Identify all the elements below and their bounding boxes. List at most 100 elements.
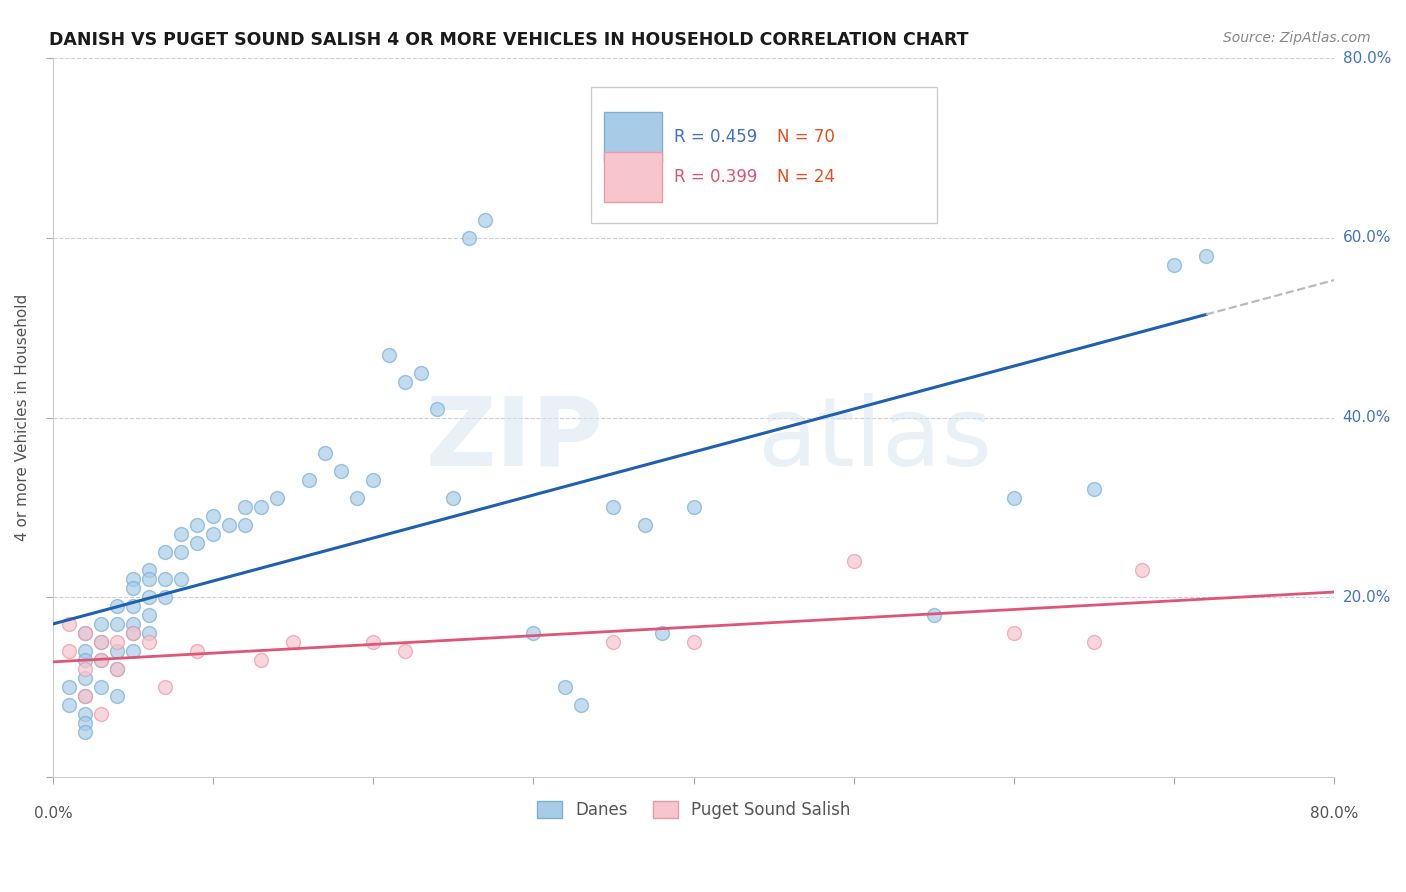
Point (90, 706, 112, 721)
Text: 60.0%: 60.0% (1343, 230, 1391, 245)
Point (105, 662, 128, 676)
Point (922, 608, 945, 623)
Point (105, 644, 128, 658)
Point (58, 617, 80, 632)
Text: Source: ZipAtlas.com: Source: ZipAtlas.com (1223, 31, 1371, 45)
Point (73, 671, 96, 685)
Point (346, 491, 368, 506)
Point (73, 662, 96, 676)
Text: DANISH VS PUGET SOUND SALISH 4 OR MORE VEHICLES IN HOUSEHOLD CORRELATION CHART: DANISH VS PUGET SOUND SALISH 4 OR MORE V… (49, 31, 969, 49)
Point (153, 545, 176, 559)
Point (1083, 635, 1105, 649)
Text: 40.0%: 40.0% (1343, 410, 1391, 425)
Point (250, 500, 273, 515)
Point (138, 608, 160, 623)
Point (266, 491, 288, 506)
Point (186, 644, 208, 658)
Point (90, 653, 112, 667)
Point (90, 653, 112, 667)
Point (138, 591, 160, 605)
Point (122, 581, 145, 595)
Point (634, 518, 657, 533)
Point (1195, 249, 1218, 263)
Legend: Danes, Puget Sound Salish: Danes, Puget Sound Salish (530, 795, 858, 826)
Point (90, 617, 112, 632)
Point (170, 572, 193, 586)
Point (1163, 258, 1185, 272)
Text: N = 70: N = 70 (778, 128, 835, 146)
Point (283, 635, 305, 649)
Point (602, 500, 624, 515)
Text: 80.0%: 80.0% (1310, 805, 1358, 821)
Point (73, 689, 96, 703)
Point (394, 644, 416, 658)
Text: 0.0%: 0.0% (34, 805, 72, 821)
Point (122, 599, 145, 614)
Point (170, 545, 193, 559)
Point (73, 644, 96, 658)
Text: atlas: atlas (758, 392, 993, 485)
Text: R = 0.459: R = 0.459 (675, 128, 758, 146)
Point (153, 680, 176, 694)
Point (411, 366, 433, 380)
Point (138, 572, 160, 586)
Point (105, 662, 128, 676)
Point (314, 446, 336, 460)
Point (122, 626, 145, 640)
Point (138, 626, 160, 640)
Point (73, 626, 96, 640)
Point (138, 563, 160, 577)
Point (73, 715, 96, 730)
Point (73, 626, 96, 640)
Point (218, 518, 240, 533)
Text: N = 24: N = 24 (778, 168, 835, 186)
Point (90, 635, 112, 649)
Point (522, 626, 544, 640)
Point (426, 401, 449, 416)
Point (122, 626, 145, 640)
Point (105, 599, 128, 614)
Text: R = 0.399: R = 0.399 (675, 168, 758, 186)
Point (554, 680, 576, 694)
Point (90, 635, 112, 649)
Point (682, 635, 704, 649)
Point (153, 572, 176, 586)
Point (441, 491, 464, 506)
Point (138, 635, 160, 649)
Point (1002, 626, 1025, 640)
Text: 80.0%: 80.0% (1343, 51, 1391, 66)
Point (58, 644, 80, 658)
Point (73, 706, 96, 721)
Point (170, 527, 193, 541)
Point (1130, 563, 1153, 577)
Point (105, 617, 128, 632)
Point (842, 554, 865, 568)
Point (298, 474, 321, 488)
FancyBboxPatch shape (603, 152, 661, 202)
Y-axis label: 4 or more Vehicles in Household: 4 or more Vehicles in Household (15, 293, 30, 541)
Point (378, 348, 401, 362)
Point (202, 509, 225, 524)
Point (122, 617, 145, 632)
Point (361, 474, 384, 488)
Point (250, 653, 273, 667)
Point (58, 698, 80, 712)
FancyBboxPatch shape (591, 87, 936, 224)
Point (602, 635, 624, 649)
Point (682, 500, 704, 515)
Point (233, 518, 256, 533)
Point (394, 375, 416, 389)
Point (458, 231, 481, 245)
Point (474, 213, 496, 227)
Point (58, 680, 80, 694)
Point (233, 500, 256, 515)
Point (186, 518, 208, 533)
Point (202, 527, 225, 541)
Point (842, 141, 865, 155)
Point (1002, 491, 1025, 506)
FancyBboxPatch shape (603, 112, 661, 162)
Point (1083, 483, 1105, 497)
Point (73, 689, 96, 703)
Point (105, 689, 128, 703)
Point (105, 635, 128, 649)
